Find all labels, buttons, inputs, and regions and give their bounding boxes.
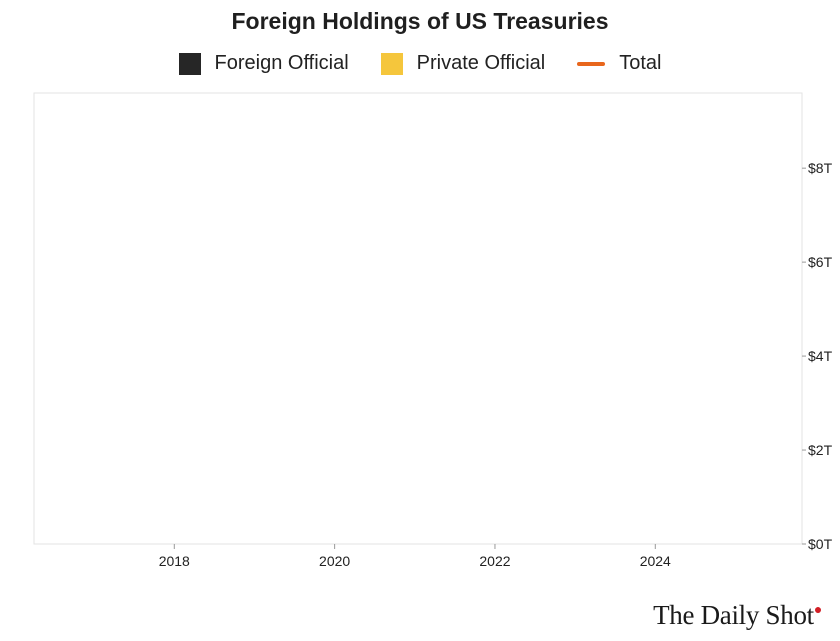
brand-logo: The Daily Shot● [653, 600, 822, 630]
legend-swatch-total [577, 61, 606, 66]
legend-item-foreign: Foreign Official [178, 52, 349, 75]
plot-area [33, 92, 803, 545]
x-tick-label: 2018 [159, 553, 190, 569]
y-tick-label: $6T [808, 254, 833, 270]
legend-item-private: Private Official [380, 52, 546, 75]
axes-layer: $0T $2T $4T $6T $8T 2018 2020 2022 2024 [33, 92, 833, 569]
x-tick-label: 2020 [319, 553, 350, 569]
legend-label-foreign: Foreign Official [214, 52, 349, 74]
legend: Foreign Official Private Official Total [0, 52, 840, 75]
y-tick-label: $0T [808, 536, 833, 552]
legend-swatch-private [380, 52, 403, 75]
x-tick-label: 2022 [479, 553, 510, 569]
y-tick-label: $8T [808, 160, 833, 176]
legend-swatch-foreign [178, 52, 201, 75]
legend-label-private: Private Official [416, 52, 546, 74]
chart-title: Foreign Holdings of US Treasuries [231, 8, 609, 34]
legend-item-total: Total [577, 52, 661, 75]
x-tick-label: 2024 [640, 553, 671, 569]
y-tick-label: $2T [808, 442, 833, 458]
brand-text: The Daily Shot [653, 600, 814, 630]
y-tick-label: $4T [808, 348, 833, 364]
legend-label-total: Total [619, 52, 662, 74]
